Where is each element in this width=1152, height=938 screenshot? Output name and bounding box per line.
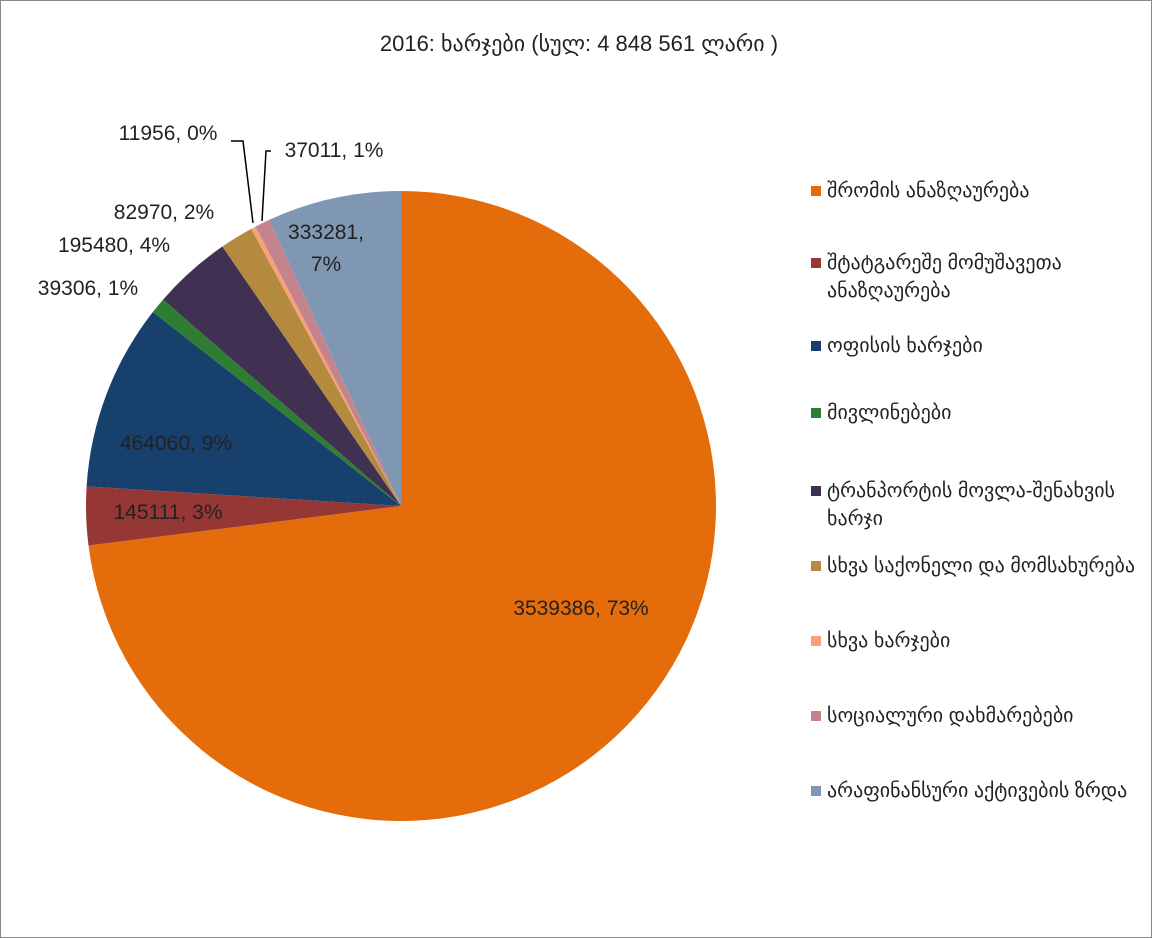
legend-item: ოფისის ხარჯები: [811, 332, 983, 360]
pie-slice: [251, 226, 401, 506]
legend-label: სოციალური დახმარებები: [827, 705, 1074, 727]
legend-swatch: [811, 408, 821, 418]
pie-slice: [222, 228, 401, 507]
legend-label: შტატგარეშე მომუშავეთა ანაზღაურება: [827, 252, 1062, 302]
legend-item: მივლინებები: [811, 399, 952, 427]
data-label: 39306, 1%: [37, 277, 139, 300]
data-label: 3539386, 73%: [513, 597, 649, 620]
data-label: 11956, 0%: [118, 122, 218, 145]
legend-swatch: [811, 258, 821, 268]
legend-label: მივლინებები: [827, 402, 952, 424]
data-label: 37011, 1%: [284, 139, 384, 162]
data-label: 333281, 7%: [288, 221, 364, 276]
legend-label: შრომის ანაზღაურება: [827, 180, 1030, 202]
legend-label: არაფინანსური აქტივების ზრდა: [827, 780, 1128, 802]
legend-item: სხვა საქონელი და მომსახურება: [811, 552, 1135, 580]
data-label: 82970, 2%: [113, 201, 215, 224]
legend-swatch: [811, 636, 821, 646]
legend-swatch: [811, 186, 821, 196]
leader-line: [261, 150, 271, 222]
legend-label: სხვა ხარჯები: [827, 630, 951, 652]
pie-slice: [86, 311, 401, 506]
pie-slice: [85, 486, 401, 546]
chart-title: 2016: ხარჯები (სულ: 4 848 561 ლარი ): [379, 31, 779, 56]
legend-swatch: [811, 341, 821, 351]
legend-item: სოციალური დახმარებები: [811, 702, 1074, 730]
leader-line: [231, 140, 254, 224]
legend-swatch: [811, 786, 821, 796]
pie-slice: [163, 246, 401, 507]
legend-label: ტრანპორტის მოვლა-შენახვის ხარჯი: [827, 480, 1115, 530]
pie-slice: [88, 191, 716, 821]
legend-swatch: [811, 561, 821, 571]
legend-swatch: [811, 711, 821, 721]
legend-item: არაფინანსური აქტივების ზრდა: [811, 777, 1127, 805]
pie-slice: [269, 191, 401, 506]
data-label: 195480, 4%: [57, 234, 171, 257]
pie-slice: [152, 299, 401, 506]
data-label: 464060, 9%: [119, 432, 233, 455]
legend-item: სხვა ხარჯები: [811, 627, 950, 655]
legend-item: შტატგარეშე მომუშავეთა ანაზღაურება: [811, 249, 1146, 305]
pie-slice: [255, 219, 401, 507]
legend-label: სხვა საქონელი და მომსახურება: [827, 555, 1136, 577]
legend-label: ოფისის ხარჯები: [827, 335, 983, 357]
legend-item: ტრანპორტის მოვლა-შენახვის ხარჯი: [811, 477, 1146, 533]
legend-swatch: [811, 486, 821, 496]
legend-item: შრომის ანაზღაურება: [811, 177, 1029, 205]
data-label: 145111, 3%: [113, 501, 223, 524]
